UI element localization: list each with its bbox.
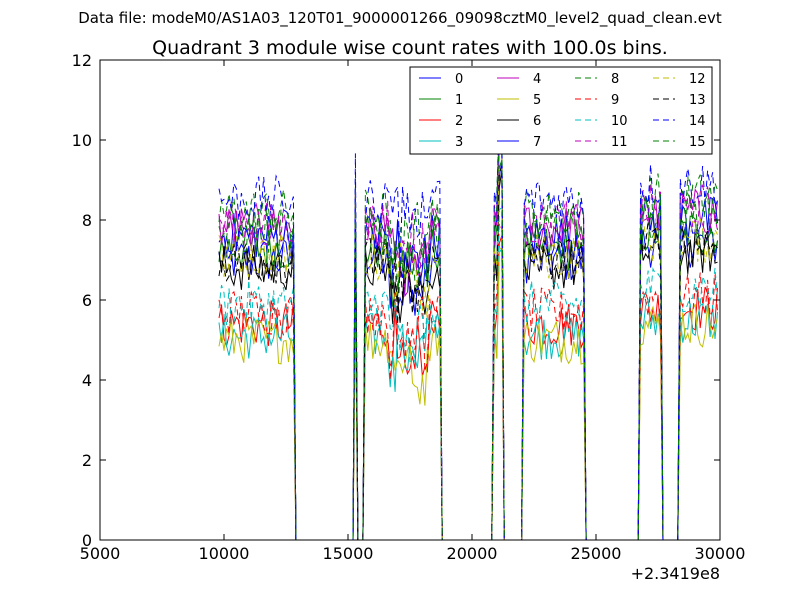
- series-line-2: [218, 235, 718, 541]
- series-line-8: [218, 119, 718, 541]
- y-tick-label: 2: [82, 451, 92, 470]
- legend-label: 7: [533, 135, 541, 150]
- x-offset-label: +2.3419e8: [631, 564, 720, 583]
- legend-label: 15: [689, 135, 706, 150]
- legend-label: 5: [533, 93, 541, 108]
- chart-suptitle: Data file: modeM0/AS1A03_120T01_90000012…: [78, 9, 722, 28]
- legend-label: 2: [455, 114, 463, 129]
- y-tick-label: 10: [72, 131, 92, 150]
- legend-label: 0: [455, 72, 463, 87]
- legend-label: 13: [689, 93, 706, 108]
- y-tick-label: 6: [82, 291, 92, 310]
- legend-label: 14: [689, 114, 706, 129]
- x-axis: 5000 10000 15000 20000 25000 30000: [80, 60, 746, 563]
- y-tick-label: 12: [72, 51, 92, 70]
- series-line-7: [218, 143, 718, 541]
- x-tick-label: 20000: [447, 544, 498, 563]
- series-line-10: [218, 206, 718, 541]
- series-line-12: [218, 155, 718, 541]
- x-tick-label: 10000: [199, 544, 250, 563]
- legend-label: 1: [455, 93, 463, 108]
- series-line-9: [218, 223, 718, 541]
- legend-label: 12: [689, 72, 706, 87]
- series-line-14: [218, 104, 718, 541]
- x-tick-label: 30000: [695, 544, 746, 563]
- legend-box: [409, 66, 713, 155]
- legend-label: 9: [611, 93, 619, 108]
- legend-label: 6: [533, 114, 541, 129]
- legend-label: 3: [455, 135, 463, 150]
- y-tick-label: 8: [82, 211, 92, 230]
- x-tick-label: 15000: [323, 544, 374, 563]
- series-line-3: [218, 246, 718, 541]
- chart-title: Quadrant 3 module wise count rates with …: [152, 37, 668, 59]
- y-tick-label: 4: [82, 371, 92, 390]
- plot-lines: [218, 104, 718, 541]
- y-tick-label: 0: [82, 531, 92, 550]
- legend-label: 8: [611, 72, 619, 87]
- legend-label: 11: [611, 135, 628, 150]
- series-line-11: [218, 126, 718, 541]
- series-line-15: [218, 136, 718, 541]
- x-tick-label: 25000: [571, 544, 622, 563]
- legend-label: 4: [533, 72, 541, 87]
- x-tick-label: 5000: [80, 544, 121, 563]
- series-line-13: [218, 165, 718, 541]
- legend-label: 10: [611, 114, 628, 129]
